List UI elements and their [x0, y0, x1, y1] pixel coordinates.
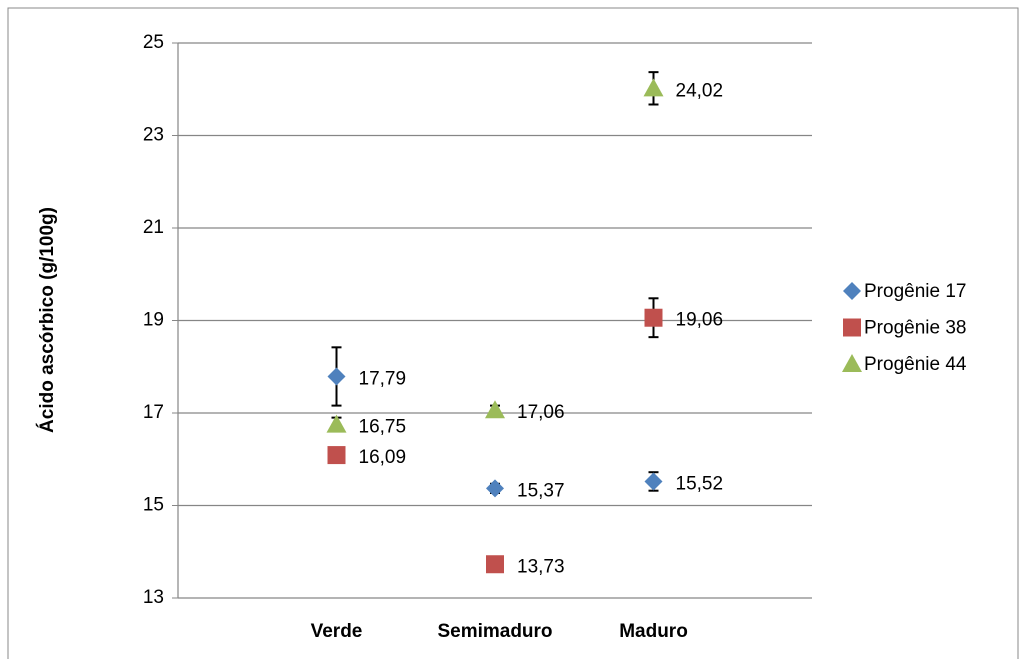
data-label: 15,37	[517, 480, 565, 501]
y-tick-label: 13	[143, 587, 164, 608]
data-label: 15,52	[676, 473, 724, 494]
marker-diamond	[843, 282, 861, 300]
x-tick-label: Semimaduro	[437, 621, 552, 642]
y-tick-label: 17	[143, 402, 164, 423]
marker-square	[486, 555, 504, 574]
data-label: 19,06	[676, 310, 724, 331]
data-label: 17,79	[359, 368, 407, 389]
marker-triangle	[842, 354, 862, 372]
data-label: 17,06	[517, 402, 565, 423]
marker-diamond	[644, 472, 663, 491]
y-tick-label: 19	[143, 310, 164, 331]
y-tick-label: 25	[143, 32, 164, 53]
data-label: 24,02	[676, 80, 724, 101]
marker-square	[843, 318, 861, 337]
y-tick-label: 23	[143, 125, 164, 146]
legend-label: Progênie 17	[864, 281, 966, 302]
marker-triangle	[485, 400, 505, 419]
marker-square	[327, 446, 346, 465]
y-axis-label: Ácido ascórbico (g/100g)	[36, 207, 58, 433]
data-label: 13,73	[517, 556, 565, 577]
data-label: 16,75	[359, 417, 407, 438]
x-tick-label: Maduro	[619, 621, 688, 642]
data-label: 16,09	[359, 447, 407, 468]
marker-diamond	[486, 479, 504, 498]
legend-label: Progênie 38	[864, 318, 966, 339]
legend-label: Progênie 44	[864, 354, 967, 375]
marker-square	[644, 308, 663, 327]
y-tick-label: 21	[143, 217, 164, 238]
marker-diamond	[327, 367, 346, 386]
x-tick-label: Verde	[311, 621, 363, 642]
marker-triangle	[643, 78, 664, 97]
y-tick-label: 15	[143, 495, 164, 516]
marker-triangle	[326, 414, 347, 433]
